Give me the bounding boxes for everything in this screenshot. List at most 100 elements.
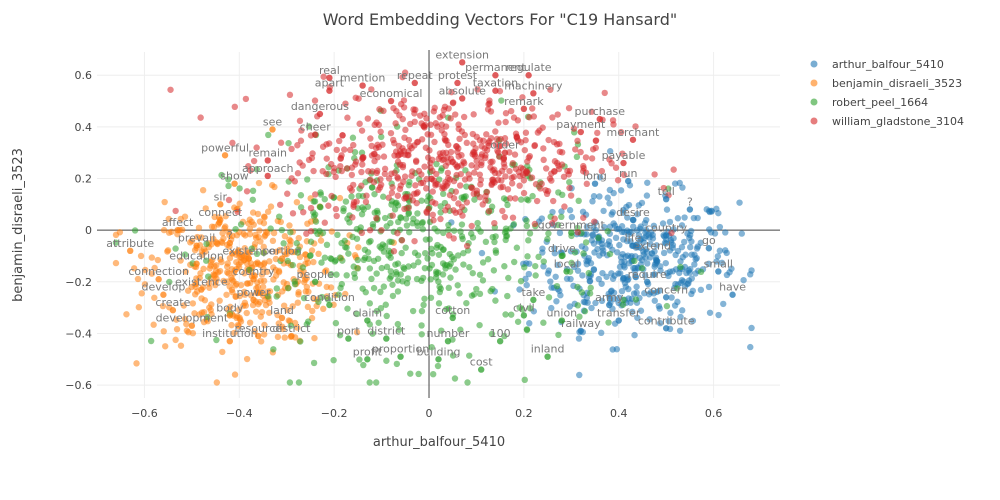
word-point [577, 128, 584, 136]
word-label: see [263, 115, 282, 128]
word-point [311, 131, 319, 138]
data-point [324, 296, 332, 303]
word-labels: ? tell desire country extend go small require co… [106, 48, 746, 373]
data-point [457, 170, 464, 178]
data-point [308, 247, 316, 254]
data-point [236, 185, 243, 192]
data-point [353, 235, 361, 242]
data-point [618, 258, 625, 266]
data-point [280, 240, 287, 247]
data-point [667, 236, 675, 244]
word-label: take [521, 286, 545, 299]
data-point [334, 231, 341, 239]
word-label: protest [438, 69, 478, 82]
data-point [400, 147, 408, 155]
word-point [662, 294, 670, 301]
data-point [284, 190, 291, 197]
data-point [657, 263, 664, 270]
data-point [221, 224, 228, 232]
data-point [289, 261, 296, 269]
data-point [286, 222, 293, 229]
data-point [668, 229, 675, 237]
legend-item[interactable]: robert_peel_1664 [810, 96, 929, 109]
data-point [415, 167, 423, 175]
x-tick-label: −0.2 [321, 407, 348, 420]
data-point [553, 282, 561, 290]
data-point [443, 261, 451, 269]
word-point [459, 95, 466, 102]
data-point [380, 107, 387, 115]
word-point [226, 312, 234, 319]
legend-item[interactable]: benjamin_disraeli_3523 [810, 77, 963, 90]
data-point [614, 249, 621, 256]
data-point [255, 179, 263, 187]
data-point [616, 241, 623, 249]
word-label: district [272, 322, 311, 335]
data-point [377, 304, 385, 312]
data-point [261, 259, 268, 267]
series-robert_peel_1664 [112, 97, 705, 386]
data-point [256, 227, 263, 234]
data-point [468, 162, 475, 169]
data-point [551, 250, 558, 257]
data-point [184, 287, 192, 294]
word-label: have [719, 281, 746, 294]
data-point [288, 145, 295, 153]
data-point [225, 182, 232, 190]
data-point [535, 253, 542, 261]
data-point [362, 198, 370, 206]
data-point [341, 237, 348, 244]
data-point [187, 239, 194, 246]
data-point [523, 281, 530, 289]
data-point [310, 258, 317, 266]
data-point [514, 117, 522, 124]
legend-marker [810, 60, 818, 68]
data-point [424, 255, 431, 262]
data-point [660, 184, 667, 192]
data-point [310, 359, 318, 367]
word-point [705, 245, 713, 252]
legend[interactable]: arthur_balfour_5410 benjamin_disraeli_352… [810, 58, 964, 128]
word-label: ? [687, 196, 693, 209]
data-point [141, 281, 149, 288]
data-point [260, 249, 267, 257]
data-point [552, 273, 559, 280]
data-point [310, 295, 317, 302]
data-point [566, 303, 573, 310]
data-point [608, 287, 615, 294]
word-point [662, 195, 670, 203]
data-point [474, 219, 481, 227]
data-point [747, 343, 754, 351]
data-point [333, 271, 340, 278]
data-point [603, 273, 610, 280]
data-point [523, 168, 530, 176]
data-point [420, 301, 427, 309]
data-point [445, 305, 453, 312]
data-point [556, 148, 564, 155]
data-point [278, 226, 286, 234]
data-point [472, 145, 479, 152]
data-point [374, 255, 382, 262]
data-point [553, 141, 561, 148]
data-point [471, 196, 478, 203]
data-point [517, 277, 525, 285]
data-point [693, 254, 700, 262]
data-point [291, 280, 299, 288]
data-point [663, 302, 671, 310]
data-point [653, 258, 661, 265]
word-point [629, 242, 637, 249]
word-point [686, 206, 694, 213]
x-tick-label: 0 [426, 407, 433, 420]
data-point [432, 180, 439, 187]
data-point [483, 131, 490, 138]
word-point [568, 229, 575, 236]
legend-item[interactable]: william_gladstone_3104 [810, 115, 964, 128]
data-point [202, 205, 209, 212]
data-point [540, 156, 547, 164]
data-point [531, 220, 539, 228]
data-point [253, 144, 260, 151]
data-point [405, 209, 413, 217]
word-label: cheer [300, 121, 332, 134]
legend-item[interactable]: arthur_balfour_5410 [810, 58, 944, 71]
word-label: union [546, 307, 577, 320]
